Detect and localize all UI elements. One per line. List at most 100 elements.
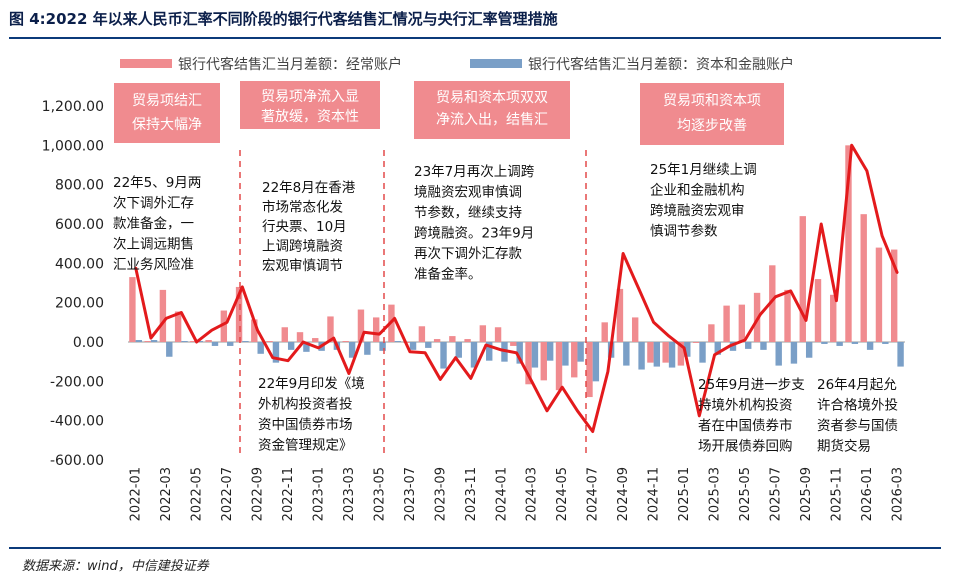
line-point bbox=[378, 333, 381, 335]
x-tick-label: 2025-07 bbox=[769, 467, 784, 521]
bar-capital-account bbox=[546, 342, 554, 361]
x-tick-label: 2024-01 bbox=[494, 467, 509, 521]
bar-capital-account bbox=[745, 342, 752, 349]
bar-current-account bbox=[723, 305, 730, 342]
bar-capital-account bbox=[562, 342, 569, 366]
bar-current-account bbox=[357, 309, 365, 342]
annotation-text: 持境外机构投资 bbox=[698, 398, 793, 414]
legend-swatch-capital bbox=[470, 59, 522, 68]
annotation-text: 22年8月在香港 bbox=[262, 180, 356, 196]
line-point bbox=[820, 223, 823, 225]
line-point bbox=[607, 370, 609, 373]
bar-capital-account bbox=[623, 342, 630, 366]
bar-capital-account bbox=[760, 342, 767, 350]
bar-capital-account bbox=[150, 340, 158, 342]
x-tick-label: 2022-05 bbox=[190, 467, 205, 521]
bar-current-account bbox=[220, 310, 228, 342]
annotation-text: 资者参与国债 bbox=[817, 417, 898, 434]
line-point bbox=[728, 345, 731, 347]
line-point bbox=[652, 321, 655, 324]
bar-current-account bbox=[769, 265, 776, 342]
bar-current-account bbox=[692, 342, 700, 343]
bar-capital-account bbox=[364, 342, 371, 355]
line-point bbox=[485, 344, 487, 346]
annotation-text: 企业和金融机构 bbox=[650, 182, 745, 199]
bar-capital-account bbox=[470, 342, 478, 368]
bar-current-account bbox=[647, 342, 654, 363]
bar-current-account bbox=[875, 247, 883, 342]
line-point bbox=[683, 347, 685, 349]
line-point bbox=[150, 337, 152, 339]
line-point bbox=[881, 235, 883, 237]
x-tick-label: 2023-09 bbox=[433, 467, 448, 521]
y-tick-label: 0.00 bbox=[73, 335, 104, 351]
annotation-text: 宏观审慎调节 bbox=[262, 258, 343, 274]
line-point bbox=[576, 410, 579, 412]
annotation-text: 资中国债券市场 bbox=[258, 416, 353, 433]
annotation-text: 款准备金，一 bbox=[113, 215, 194, 232]
bar-current-account bbox=[129, 277, 136, 342]
line-point bbox=[713, 353, 716, 356]
line-point bbox=[668, 335, 670, 337]
line-point bbox=[896, 272, 899, 274]
x-tick-label: 2025-05 bbox=[738, 467, 753, 521]
x-tick-label: 2022-03 bbox=[159, 467, 174, 521]
bar-capital-account bbox=[455, 342, 462, 358]
line-point bbox=[241, 286, 244, 288]
bar-capital-account bbox=[790, 342, 798, 364]
bar-current-account bbox=[372, 317, 380, 342]
bar-current-account bbox=[586, 342, 593, 398]
legend-label-capital: 银行代客结售汇当月差额：资本和金融账户 bbox=[528, 56, 794, 73]
phase-box-text: 保持大幅净 bbox=[132, 117, 202, 133]
title-rule bbox=[9, 37, 941, 39]
x-tick-label: 2023-07 bbox=[403, 467, 418, 521]
bar-capital-account bbox=[425, 342, 432, 348]
line-point bbox=[195, 341, 198, 343]
line-point bbox=[271, 356, 274, 359]
bar-current-account bbox=[464, 339, 471, 342]
bar-current-account bbox=[555, 342, 563, 391]
line-point bbox=[866, 170, 868, 172]
line-point bbox=[256, 329, 259, 332]
line-point bbox=[530, 380, 533, 383]
phase-box bbox=[240, 81, 380, 129]
bar-current-account bbox=[890, 249, 898, 342]
bar-current-account bbox=[708, 324, 715, 342]
bar-capital-account bbox=[729, 342, 737, 351]
annotation-text: 市场常态化发 bbox=[262, 199, 343, 216]
data-source: 数据来源：wind，中信建投证券 bbox=[22, 559, 209, 574]
bar-current-account bbox=[174, 311, 182, 342]
line-point bbox=[302, 341, 305, 343]
bar-current-account bbox=[281, 327, 288, 342]
x-tick-label: 2025-03 bbox=[708, 467, 723, 521]
phase-box bbox=[114, 83, 220, 143]
bar-current-account bbox=[144, 341, 151, 342]
bar-current-account bbox=[510, 342, 517, 346]
bar-capital-account bbox=[775, 342, 782, 366]
bar-current-account bbox=[662, 342, 669, 363]
y-tick-label: -200.00 bbox=[50, 374, 104, 390]
x-tick-label: 2024-09 bbox=[616, 467, 631, 521]
annotation-text: 跨境融资宏观审 bbox=[650, 203, 745, 219]
bar-current-account bbox=[540, 342, 547, 381]
phase-box bbox=[414, 81, 570, 139]
bar-current-account bbox=[266, 341, 273, 342]
bar-capital-account bbox=[836, 342, 843, 346]
bar-current-account bbox=[190, 341, 197, 342]
line-point bbox=[500, 349, 503, 351]
annotation-text: 23年7月再次上调跨 bbox=[414, 164, 535, 180]
bar-current-account bbox=[312, 338, 319, 342]
x-tick-label: 2025-11 bbox=[829, 467, 844, 521]
plot-area: 1,200.00 1,000.00 800.00 600.00 400.00 200.00… bbox=[42, 56, 906, 521]
x-tick-label: 2023-11 bbox=[464, 467, 479, 521]
annotation-text: 节参数，继续支持 bbox=[414, 204, 522, 221]
phase-box-text: 贸易项结汇 bbox=[132, 93, 202, 109]
bar-current-account bbox=[616, 288, 624, 342]
bar-capital-account bbox=[684, 342, 691, 357]
bar-capital-account bbox=[531, 342, 539, 368]
x-tick-label: 2022-09 bbox=[251, 467, 266, 521]
bar-current-account bbox=[342, 341, 349, 342]
legend-swatch-current bbox=[120, 59, 172, 68]
phase-box-text: 著放缓，资本性 bbox=[261, 109, 359, 125]
